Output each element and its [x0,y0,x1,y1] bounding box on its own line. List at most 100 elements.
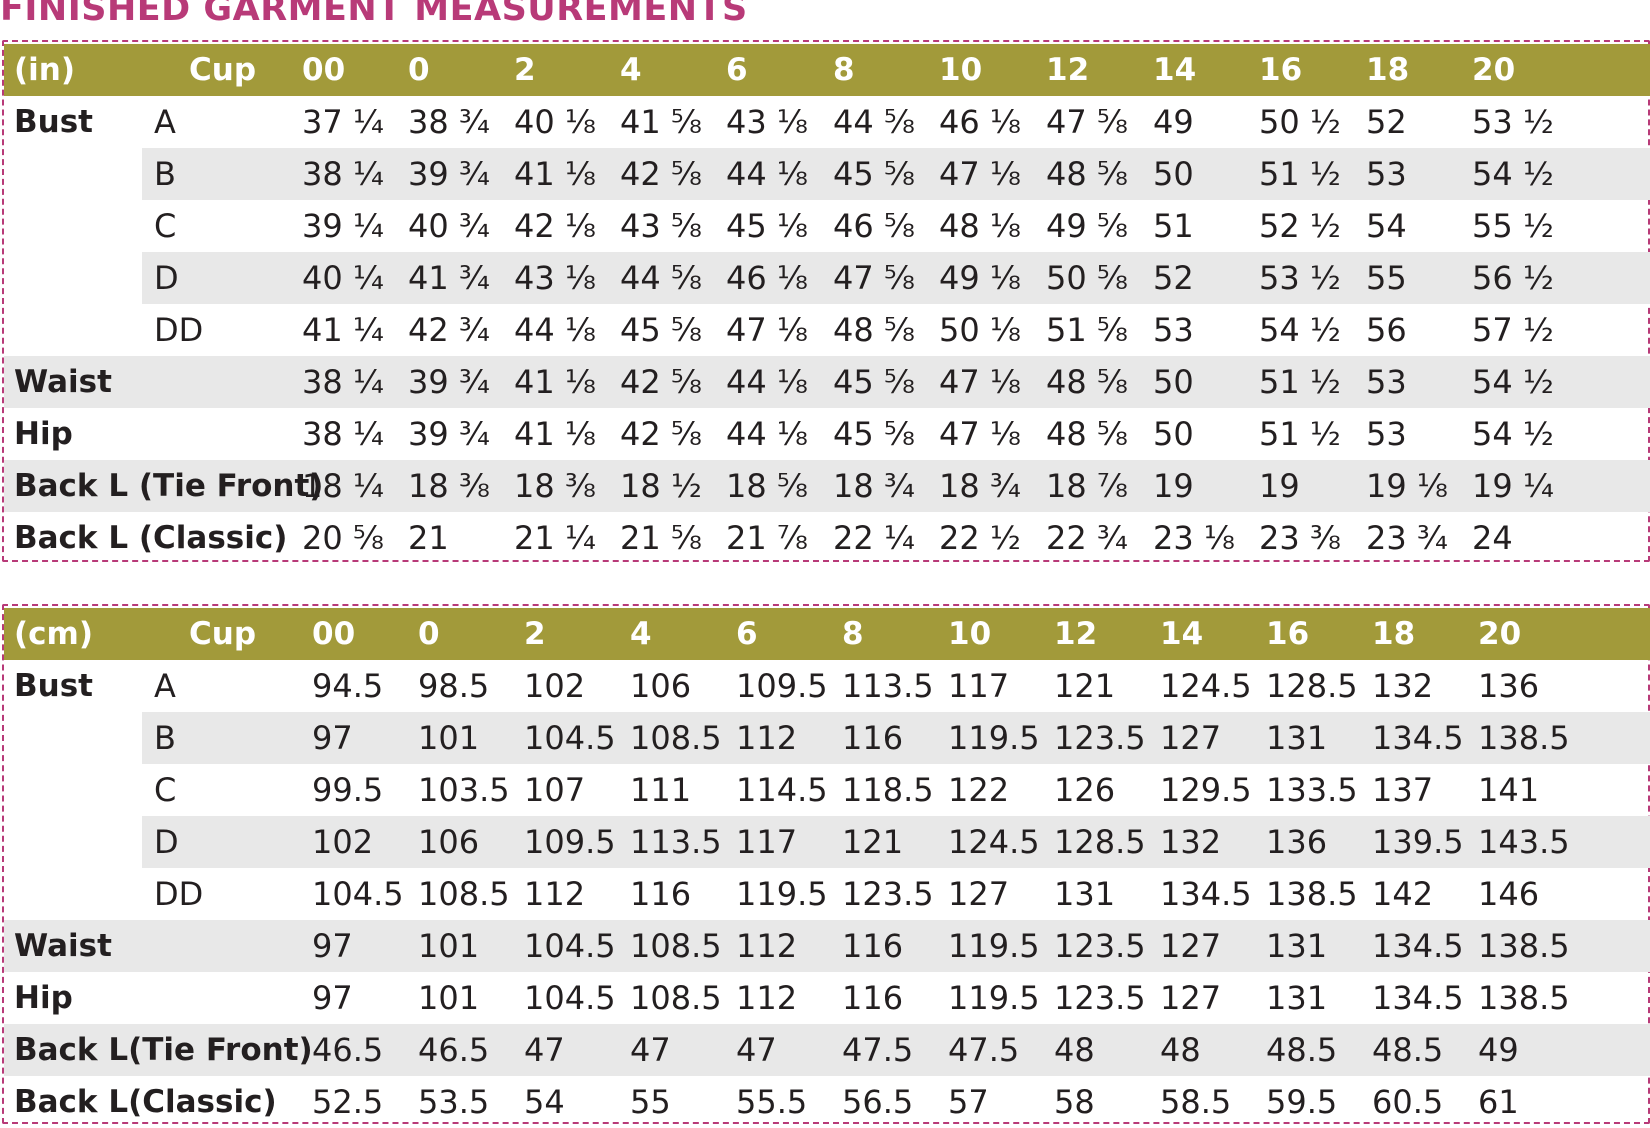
measurement-cell: 116 [842,719,904,757]
measurement-cell: 38 ¼ [302,155,384,193]
measurement-cell: 53 ½ [1259,259,1341,297]
measurement-cell: 112 [524,875,586,913]
measurement-cell: 118.5 [842,771,934,809]
row-label: Back L (Tie Front) [14,468,324,504]
measurement-cell: 38 ¾ [408,103,490,141]
table-row: Hip 38 ¼ 39 ¾ 41 ⅛ 42 ⅝ 44 ⅛ 45 ⅝ 47 ⅛ 48 ⅝ 50 51 … [4,408,1650,460]
measurement-cell: 127 [1160,979,1222,1017]
measurement-cell: 40 ¼ [302,259,384,297]
measurement-cell: 21 [408,519,449,557]
row-label: Hip [14,416,73,452]
measurement-cell: 102 [524,667,586,705]
cup-label: A [154,667,176,705]
measurement-cell: 138.5 [1478,927,1570,965]
measurement-cell: 117 [948,667,1010,705]
measurement-cell: 101 [418,719,480,757]
measurement-cell: 136 [1478,667,1540,705]
measurement-cell: 123.5 [1054,719,1146,757]
row-label: Bust [14,104,93,140]
measurement-cell: 106 [418,823,480,861]
measurement-cell: 18 ⅞ [1046,467,1128,505]
size-header: 00 [302,52,346,88]
row-label: Hip [14,980,73,1016]
measurement-cell: 53 ½ [1472,103,1554,141]
measurement-cell: 47 ⅛ [939,155,1021,193]
measurement-cell: 39 ¼ [302,207,384,245]
table-row: Bust A 37 ¼ 38 ¾ 40 ⅛ 41 ⅝ 43 ⅛ 44 ⅝ 46 ⅛ 47 ⅝ 49 5… [4,96,1650,148]
measurement-cell: 111 [630,771,692,809]
cup-header: Cup [189,616,257,652]
measurement-cell: 22 ¾ [1046,519,1128,557]
measurement-cell: 18 ½ [620,467,702,505]
measurement-cell: 48.5 [1266,1031,1338,1069]
measurement-cell: 53 [1366,415,1407,453]
measurement-cell: 41 ⅛ [514,363,596,401]
measurement-cell: 42 ⅝ [620,363,702,401]
measurement-cell: 136 [1266,823,1328,861]
measurement-cell: 46 ⅛ [939,103,1021,141]
measurement-cell: 21 ¼ [514,519,596,557]
measurement-cell: 42 ⅝ [620,155,702,193]
measurement-cell: 139.5 [1372,823,1464,861]
measurement-cell: 54 ½ [1259,311,1341,349]
table-row: Back L (Tie Front) 18 ¼ 18 ⅜ 18 ⅜ 18 ½ 18 ⅝ 18… [4,460,1650,512]
measurement-cell: 46 ⅛ [726,259,808,297]
measurement-cell: 43 ⅛ [514,259,596,297]
measurement-cell: 46.5 [418,1031,490,1069]
measurement-cell: 52 [1366,103,1407,141]
measurement-cell: 58 [1054,1083,1095,1121]
measurement-cell: 54 [1366,207,1407,245]
measurement-cell: 20 ⅝ [302,519,384,557]
measurement-cell: 113.5 [630,823,722,861]
measurement-cell: 134.5 [1372,719,1464,757]
size-header: 6 [736,616,758,652]
measurement-cell: 46 ⅝ [833,207,915,245]
measurement-cell: 59.5 [1266,1083,1338,1121]
measurement-cell: 60.5 [1372,1083,1444,1121]
measurement-cell: 116 [630,875,692,913]
measurement-cell: 132 [1160,823,1222,861]
measurement-cell: 45 ⅝ [620,311,702,349]
measurement-cell: 101 [418,979,480,1017]
measurement-cell: 124.5 [948,823,1040,861]
measurement-cell: 52 ½ [1259,207,1341,245]
row-label: Bust [14,668,93,704]
measurement-cell: 106 [630,667,692,705]
table-row: C 99.5 103.5 107 111 114.5 118.5 122 126 129.5 133… [4,764,1650,816]
measurement-cell: 45 ⅝ [833,155,915,193]
measurement-cell: 53 [1366,155,1407,193]
measurement-cell: 22 ½ [939,519,1021,557]
measurement-cell: 54 [524,1083,565,1121]
measurement-cell: 97 [312,927,353,965]
measurement-cell: 42 ⅝ [620,415,702,453]
measurement-cell: 55.5 [736,1083,808,1121]
cup-label: B [154,155,176,193]
measurement-cell: 108.5 [630,979,722,1017]
measurement-cell: 23 ¾ [1366,519,1448,557]
measurement-cell: 53 [1366,363,1407,401]
measurement-cell: 103.5 [418,771,510,809]
measurement-cell: 123.5 [842,875,934,913]
size-header: 4 [630,616,652,652]
size-header: 16 [1259,52,1303,88]
cup-label: D [154,823,179,861]
measurement-cell: 99.5 [312,771,384,809]
measurement-cell: 128.5 [1054,823,1146,861]
measurement-cell: 45 ⅝ [833,415,915,453]
measurement-cell: 108.5 [630,719,722,757]
measurement-cell: 128.5 [1266,667,1358,705]
unit-label: (in) [14,52,76,88]
table-row: Back L(Tie Front) 46.5 46.5 47 47 47 47.5 47.5 4… [4,1024,1650,1076]
measurement-cell: 57 [948,1083,989,1121]
measurement-cell: 41 ⅛ [514,155,596,193]
measurement-cell: 119.5 [736,875,828,913]
measurement-cell: 51 ⅝ [1046,311,1128,349]
measurement-cell: 114.5 [736,771,828,809]
measurement-cell: 131 [1266,979,1328,1017]
measurement-cell: 39 ¾ [408,363,490,401]
measurement-cell: 97 [312,979,353,1017]
measurement-cell: 138.5 [1478,719,1570,757]
measurement-cell: 42 ⅛ [514,207,596,245]
measurement-cell: 104.5 [524,719,616,757]
